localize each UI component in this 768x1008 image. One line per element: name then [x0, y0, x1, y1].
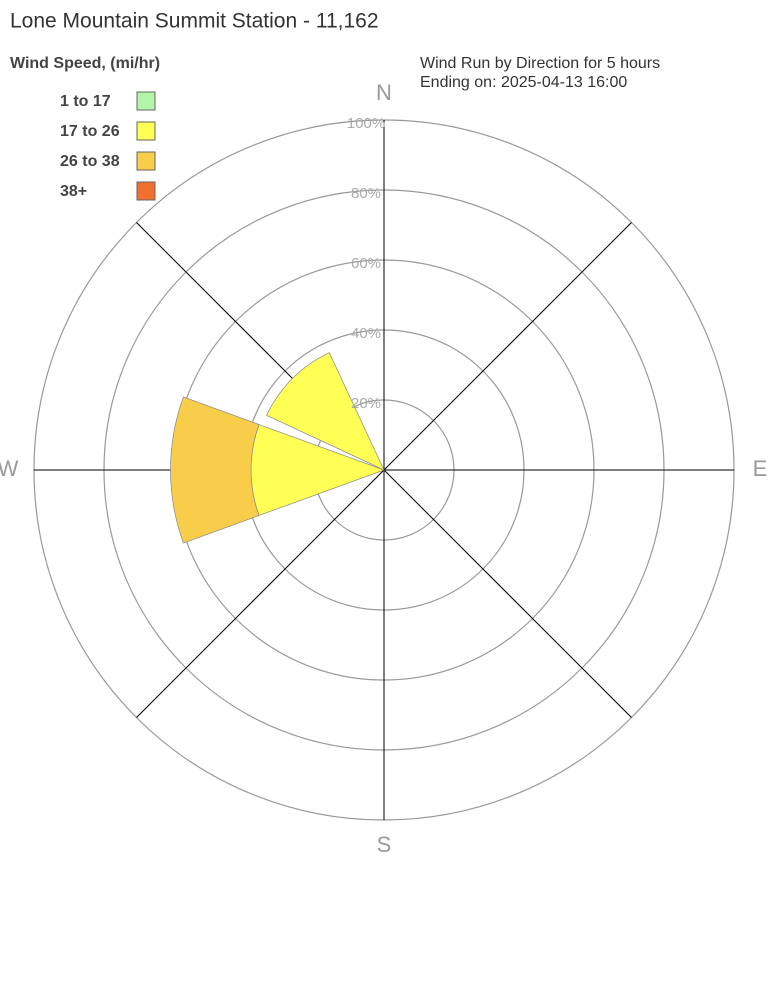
- legend-label: 1 to 17: [60, 93, 111, 110]
- legend-swatch: [136, 91, 156, 111]
- legend-swatch: [136, 181, 156, 201]
- direction-label: E: [753, 456, 768, 481]
- legend-label: 17 to 26: [60, 123, 120, 140]
- direction-label: W: [0, 456, 19, 481]
- direction-label: S: [377, 832, 392, 857]
- r-tick-label: 60%: [351, 255, 381, 272]
- axis-spoke: [136, 469, 385, 718]
- legend-title: Wind Speed, (mi/hr): [10, 55, 160, 72]
- r-tick-label: 40%: [351, 325, 381, 342]
- wedge: [170, 396, 260, 544]
- chart-title: Lone Mountain Summit Station - 11,162: [10, 10, 379, 33]
- subtitle: Ending on: 2025-04-13 16:00: [420, 74, 627, 91]
- wedge: [266, 352, 385, 471]
- axis-spoke: [383, 469, 632, 718]
- direction-label: N: [376, 80, 392, 105]
- subtitle: Wind Run by Direction for 5 hours: [420, 55, 660, 72]
- r-tick-label: 100%: [347, 115, 385, 132]
- axis-spoke: [383, 222, 632, 471]
- legend-label: 38+: [60, 183, 87, 200]
- legend-swatch: [136, 151, 156, 171]
- r-tick-label: 20%: [351, 395, 381, 412]
- r-tick-label: 80%: [351, 185, 381, 202]
- legend-label: 26 to 38: [60, 153, 120, 170]
- legend-swatch: [136, 121, 156, 141]
